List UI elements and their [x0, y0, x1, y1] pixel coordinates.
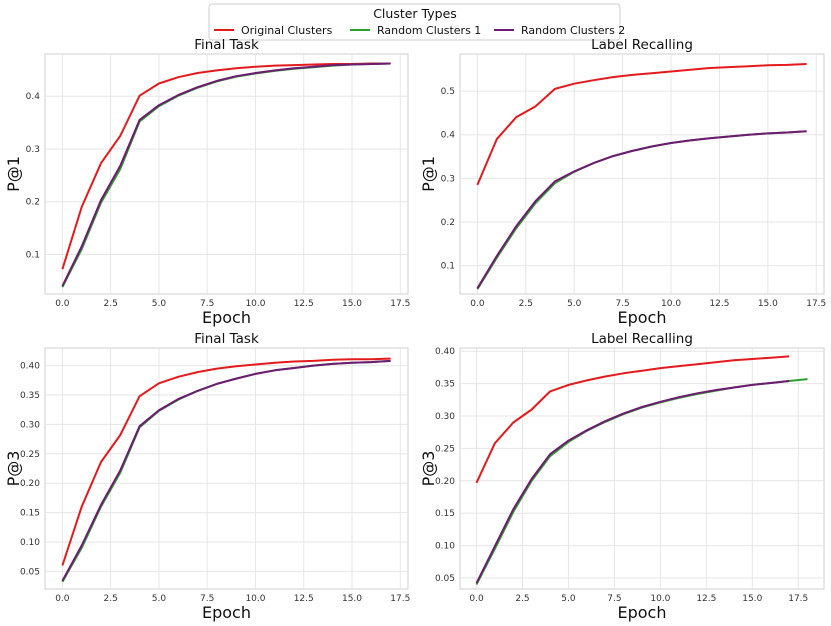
series-line-random-clusters-2 — [61, 359, 391, 582]
series-line-original-clusters — [475, 355, 790, 484]
x-tick-label: 5.0 — [561, 594, 576, 604]
y-tick-label: 0.25 — [435, 444, 455, 454]
x-tick-label: 2.5 — [103, 299, 117, 309]
x-axis-label: Epoch — [202, 308, 251, 327]
plot-area — [459, 347, 825, 590]
x-axis-label: Epoch — [618, 603, 667, 622]
plot-area — [44, 53, 409, 295]
legend-box — [208, 3, 621, 41]
chart-label-recalling-p1: 0.0 2.5 5.0 7.5 10.0 12.5 15.0 17.5 0.1 0.2 0.3 0.4… — [419, 37, 826, 327]
y-tick-label: 0.30 — [20, 420, 40, 430]
x-tick-label: 0.0 — [470, 299, 485, 309]
legend-title: Cluster Types — [373, 6, 457, 21]
y-tick-label: 0.20 — [435, 477, 455, 487]
y-axis-label: P@1 — [419, 156, 438, 192]
y-tick-label: 0.20 — [20, 479, 40, 489]
y-tick-label: 0.2 — [441, 218, 455, 228]
x-tick-label: 17.5 — [806, 299, 826, 309]
y-tick-label: 0.1 — [441, 262, 455, 272]
x-tick-label: 10.0 — [661, 299, 681, 309]
x-tick-label: 5.0 — [152, 594, 167, 604]
x-tick-label: 2.5 — [519, 299, 533, 309]
y-tick-label: 0.05 — [435, 574, 455, 584]
x-tick-label: 0.0 — [55, 594, 70, 604]
chart-title: Final Task — [194, 331, 259, 347]
legend-label-original: Original Clusters — [241, 24, 333, 37]
y-tick-label: 0.4 — [441, 131, 456, 141]
y-tick-label: 0.3 — [441, 174, 455, 184]
legend-entry-original: Original Clusters — [214, 24, 333, 37]
y-tick-label: 0.35 — [435, 380, 455, 390]
y-tick-label: 0.35 — [20, 391, 40, 401]
x-tick-label: 12.5 — [294, 594, 314, 604]
series-line-random-clusters-2 — [475, 380, 790, 584]
x-tick-label: 12.5 — [709, 299, 729, 309]
legend: Cluster Types Original Clusters Random C… — [208, 3, 625, 41]
series-line-random-clusters-2 — [61, 62, 391, 287]
chart-label-recalling-p3: 0.0 2.5 5.0 7.5 10.0 12.5 15.0 17.5 0.05 0.10 0.15… — [419, 331, 825, 622]
y-tick-label: 0.40 — [20, 362, 40, 372]
chart-title: Label Recalling — [591, 37, 693, 53]
y-tick-label: 0.1 — [26, 250, 40, 260]
x-tick-label: 10.0 — [650, 594, 670, 604]
x-tick-label: 7.5 — [615, 299, 629, 309]
x-tick-label: 15.0 — [742, 594, 762, 604]
plot-area — [459, 53, 825, 295]
chart-final-task-p3: 0.0 2.5 5.0 7.5 10.0 12.5 15.0 17.5 0.05 0.10 0.15… — [4, 331, 410, 622]
x-tick-label: 17.5 — [390, 594, 410, 604]
x-tick-label: 17.5 — [788, 594, 808, 604]
chart-title: Final Task — [194, 37, 259, 53]
x-tick-label: 10.0 — [245, 594, 265, 604]
x-tick-label: 10.0 — [245, 299, 265, 309]
x-tick-label: 2.5 — [103, 594, 117, 604]
y-tick-label: 0.25 — [20, 450, 40, 460]
series-line-original-clusters — [476, 63, 807, 186]
y-tick-label: 0.10 — [435, 542, 455, 552]
legend-label-random-2: Random Clusters 2 — [521, 24, 625, 37]
x-tick-label: 7.5 — [200, 594, 214, 604]
x-tick-label: 0.0 — [469, 594, 484, 604]
x-tick-label: 7.5 — [200, 299, 214, 309]
y-tick-label: 0.05 — [20, 567, 40, 577]
y-axis-label: P@1 — [4, 156, 23, 192]
y-axis-label: P@3 — [419, 451, 438, 487]
series-line-random-clusters-2 — [476, 130, 807, 289]
legend-label-random-1: Random Clusters 1 — [377, 24, 481, 37]
y-tick-label: 0.4 — [26, 92, 41, 102]
x-axis-label: Epoch — [618, 308, 667, 327]
y-tick-label: 0.15 — [20, 509, 40, 519]
legend-entry-random-1: Random Clusters 1 — [350, 24, 481, 37]
x-tick-label: 12.5 — [294, 299, 314, 309]
y-tick-label: 0.10 — [20, 538, 40, 548]
series-line-original-clusters — [61, 357, 391, 566]
y-tick-label: 0.2 — [26, 198, 40, 208]
y-tick-label: 0.3 — [26, 145, 40, 155]
x-tick-label: 15.0 — [342, 299, 362, 309]
x-tick-label: 5.0 — [567, 299, 582, 309]
x-tick-label: 7.5 — [607, 594, 621, 604]
x-tick-label: 5.0 — [152, 299, 167, 309]
x-tick-label: 15.0 — [342, 594, 362, 604]
y-tick-label: 0.15 — [435, 509, 455, 519]
x-tick-label: 17.5 — [390, 299, 410, 309]
x-tick-label: 15.0 — [758, 299, 778, 309]
y-axis-label: P@3 — [4, 451, 23, 487]
y-tick-label: 0.40 — [435, 347, 455, 357]
chart-final-task-p1: 0.0 2.5 5.0 7.5 10.0 12.5 15.0 17.5 0.1 0.2 0.3 0.4… — [4, 37, 410, 327]
plot-area — [44, 347, 409, 590]
x-axis-label: Epoch — [202, 603, 251, 622]
x-tick-label: 0.0 — [55, 299, 70, 309]
y-tick-label: 0.30 — [435, 412, 455, 422]
legend-entry-random-2: Random Clusters 2 — [494, 24, 625, 37]
x-tick-label: 2.5 — [515, 594, 529, 604]
y-tick-label: 0.5 — [441, 87, 455, 97]
x-tick-label: 12.5 — [696, 594, 716, 604]
chart-title: Label Recalling — [591, 331, 693, 347]
